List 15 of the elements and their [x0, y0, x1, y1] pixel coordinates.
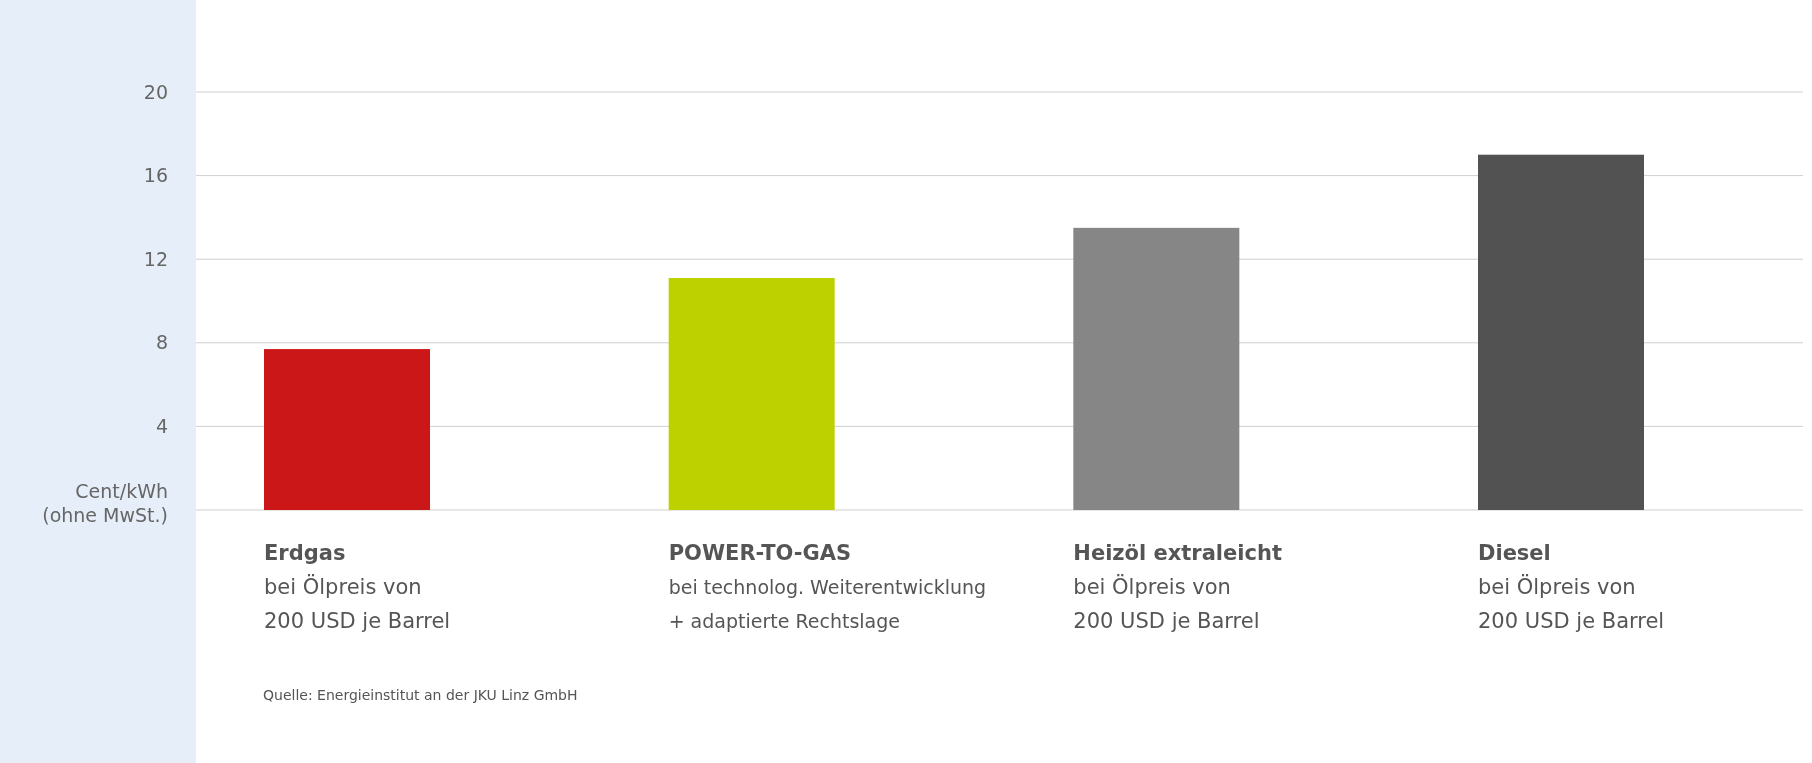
y-axis-title: Cent/kWh (ohne MwSt.): [42, 480, 168, 526]
bar: [1073, 227, 1240, 510]
bar: [264, 349, 430, 510]
x-tick-label: Erdgas bei Ölpreis von 200 USD je Barrel: [264, 541, 451, 633]
bar: [668, 278, 835, 510]
y-tick-label: 12: [143, 247, 168, 270]
y-tick-label: 8: [155, 331, 168, 354]
x-tick-label: Heizöl extraleicht bei Ölpreis von 200 USD je Barrel: [1073, 541, 1282, 633]
x-tick-label: Diesel bei Ölpreis von 200 USD je Barrel: [1478, 541, 1665, 633]
source-note: Quelle: Energieinstitut an der JKU Linz GmbH: [263, 687, 578, 703]
y-tick-label: 4: [155, 415, 168, 438]
y-tick-label: 20: [143, 80, 168, 103]
bar: [1478, 154, 1644, 510]
x-tick-label: POWER-TO-GAS bei technolog. Weiterentwicklung + adaptierte Rechtslage: [668, 541, 987, 632]
y-tick-label: 16: [143, 164, 168, 187]
